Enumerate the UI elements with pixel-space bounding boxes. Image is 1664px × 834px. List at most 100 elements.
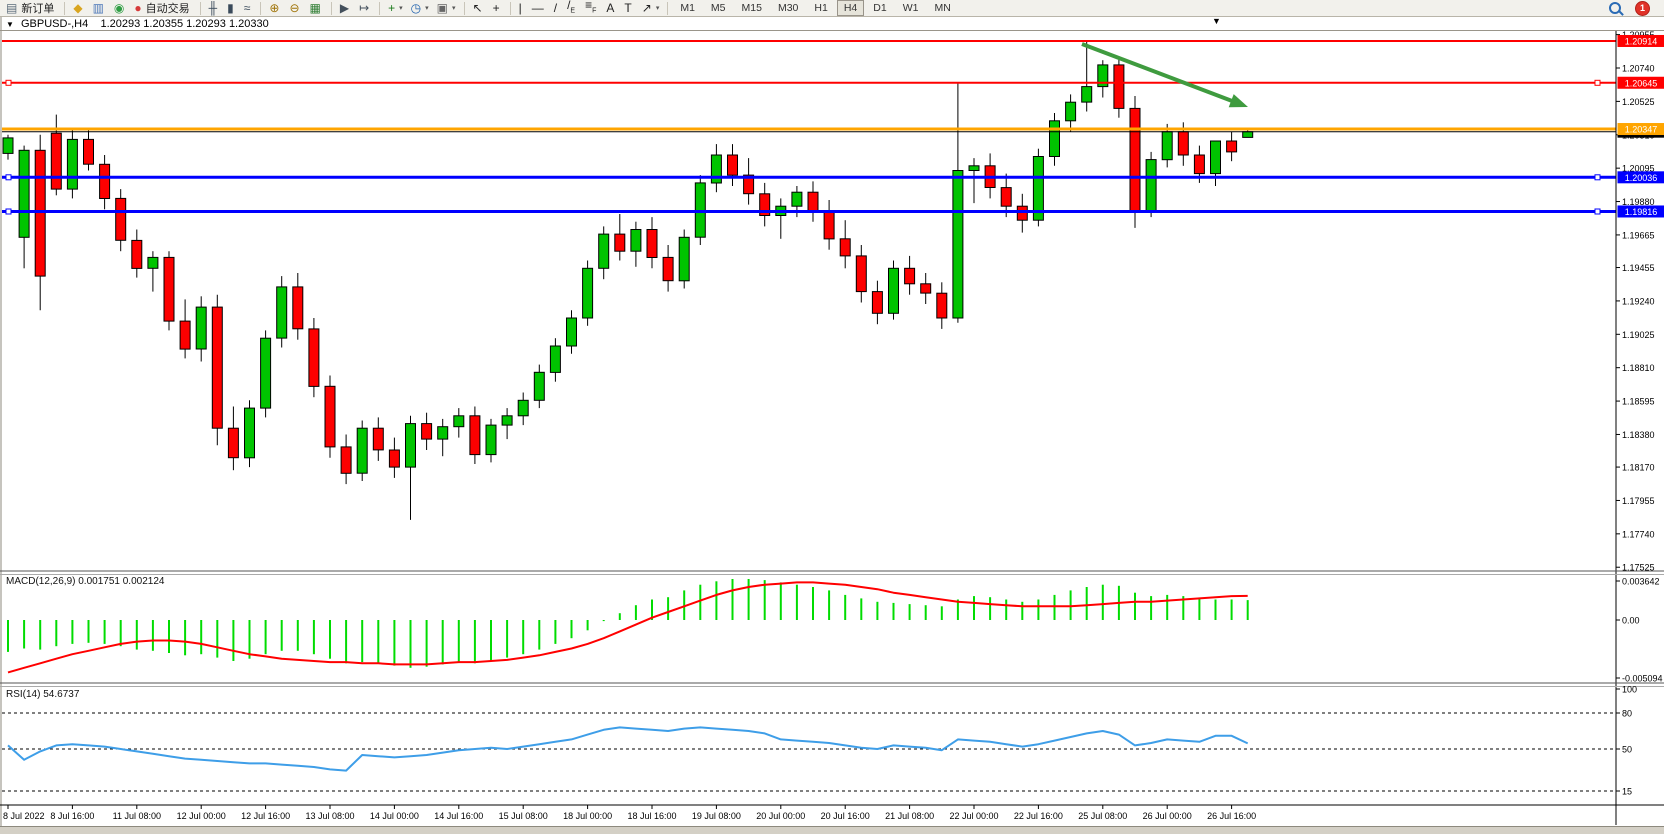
price-axis-tick: 1.18810 <box>1622 363 1655 373</box>
macd-axis-label: 0.00 <box>1622 616 1640 626</box>
toolbar-separator <box>667 2 668 15</box>
fibonacci-icon: ≡F <box>585 0 596 18</box>
line-chart-icon[interactable]: ≈ <box>240 0 257 17</box>
price-axis-tick: 1.20525 <box>1622 97 1655 107</box>
periods-icon[interactable]: ◷▾ <box>407 0 433 17</box>
zoom-out-icon[interactable]: ⊖ <box>285 0 305 17</box>
chart-shift-marker-icon[interactable]: ▼ <box>1212 16 1221 26</box>
vertical-line-icon: | <box>519 1 522 16</box>
price-axis-tick: 1.19665 <box>1622 230 1655 240</box>
timeframe-button-m30[interactable]: M30 <box>771 0 805 16</box>
line-handle[interactable] <box>6 175 11 180</box>
price-axis-tick: 1.18170 <box>1622 463 1655 473</box>
rsi-axis-label: 50 <box>1622 745 1632 755</box>
price-axis-tick: 1.19455 <box>1622 263 1655 273</box>
autotrading-button: ● <box>134 1 141 16</box>
indicators-icon[interactable]: +▾ <box>384 0 407 17</box>
candlestick-icon[interactable]: ▮ <box>223 0 240 17</box>
notification-badge[interactable]: 1 <box>1635 1 1650 16</box>
line-handle[interactable] <box>1595 175 1600 180</box>
chart-canvas[interactable]: 1.209551.207401.205251.203101.200951.198… <box>0 17 1664 833</box>
candle <box>1033 149 1043 227</box>
timeframe-button-w1[interactable]: W1 <box>896 0 926 16</box>
charts-window-icon[interactable]: ▥ <box>89 0 110 17</box>
tile-windows-icon[interactable]: ▦ <box>306 0 327 17</box>
horizontal-line-icon[interactable]: — <box>528 0 550 17</box>
candle <box>309 318 319 397</box>
time-axis-label: 12 Jul 00:00 <box>177 811 226 821</box>
toolbar-separator <box>464 2 465 15</box>
trendline-icon: / <box>554 1 557 16</box>
timeframe-button-mn[interactable]: MN <box>927 0 957 16</box>
time-axis-label: 18 Jul 00:00 <box>563 811 612 821</box>
indicators-icon-dropdown[interactable]: ▾ <box>399 4 403 12</box>
timeframe-button-h4[interactable]: H4 <box>837 0 864 16</box>
autotrading-button-label: 自动交易 <box>146 0 190 16</box>
chart-shift-icon[interactable]: ↦ <box>355 0 375 17</box>
fibonacci-icon[interactable]: ≡F <box>581 0 602 17</box>
timeframe-button-m1[interactable]: M1 <box>673 0 702 16</box>
time-axis-label: 13 Jul 08:00 <box>305 811 354 821</box>
new-order-button[interactable]: ▤新订单 <box>2 0 60 17</box>
timeframe-button-d1[interactable]: D1 <box>866 0 893 16</box>
crosshair-icon: + <box>493 1 500 16</box>
timeframe-button-m5[interactable]: M5 <box>704 0 733 16</box>
bar-chart-icon[interactable]: ╫ <box>205 0 224 17</box>
candle <box>261 330 271 417</box>
time-axis-label: 8 Jul 2022 <box>3 811 45 821</box>
line-handle[interactable] <box>1595 209 1600 214</box>
candle <box>1130 96 1140 228</box>
periods-icon-dropdown[interactable]: ▾ <box>425 4 429 12</box>
templates-icon[interactable]: ▣▾ <box>433 0 460 17</box>
time-axis-label: 8 Jul 16:00 <box>50 811 94 821</box>
rsi-axis-label: 15 <box>1622 787 1632 797</box>
shapes-icon[interactable]: ↗▾ <box>638 0 664 17</box>
time-axis-label: 18 Jul 16:00 <box>627 811 676 821</box>
vertical-line-icon[interactable]: | <box>515 0 528 17</box>
price-axis-tick: 1.19025 <box>1622 330 1655 340</box>
chart-dropdown-icon[interactable]: ▼ <box>6 20 14 29</box>
time-axis-label: 15 Jul 08:00 <box>499 811 548 821</box>
text-icon[interactable]: A <box>602 0 620 17</box>
channel-icon[interactable]: /E <box>563 0 581 17</box>
candle <box>1146 152 1156 217</box>
search-icon[interactable] <box>1609 2 1621 14</box>
label-icon: T <box>624 1 631 16</box>
rsi-axis-label: 80 <box>1622 709 1632 719</box>
bar-chart-icon: ╫ <box>209 1 218 16</box>
price-axis-tick: 1.18595 <box>1622 397 1655 407</box>
price-axis-tick: 1.18380 <box>1622 430 1655 440</box>
cursor-icon: ↖ <box>473 1 483 16</box>
price-axis-tick: 1.19240 <box>1622 296 1655 306</box>
horizontal-line-icon: — <box>532 1 544 16</box>
zoom-in-icon[interactable]: ⊕ <box>265 0 285 17</box>
line-handle[interactable] <box>6 80 11 85</box>
signals-icon[interactable]: ◉ <box>110 0 130 17</box>
trendline-icon[interactable]: / <box>550 0 563 17</box>
price-tag: 1.20036 <box>1618 171 1664 183</box>
toolbar-separator <box>260 2 261 15</box>
gem-icon[interactable]: ◆ <box>69 0 88 17</box>
timeframe-button-h1[interactable]: H1 <box>807 0 834 16</box>
autoscroll-icon[interactable]: ▶ <box>336 0 355 17</box>
zoom-in-icon: ⊕ <box>269 1 279 16</box>
line-handle[interactable] <box>6 209 11 214</box>
price-axis-tick: 1.20740 <box>1622 64 1655 74</box>
chart-symbol-period: GBPUSD-,H4 <box>21 18 88 30</box>
price-tag: 1.20347 <box>1618 123 1664 135</box>
label-icon[interactable]: T <box>620 0 637 17</box>
autotrading-button[interactable]: ● 自动交易 <box>130 0 195 17</box>
line-handle[interactable] <box>1595 80 1600 85</box>
charts-window-icon: ▥ <box>93 1 104 16</box>
templates-icon-dropdown[interactable]: ▾ <box>452 4 456 12</box>
line-chart-icon: ≈ <box>244 1 251 16</box>
time-axis-label: 14 Jul 00:00 <box>370 811 419 821</box>
time-axis-label: 14 Jul 16:00 <box>434 811 483 821</box>
cursor-icon[interactable]: ↖ <box>469 0 489 17</box>
timeframe-button-m15[interactable]: M15 <box>735 0 769 16</box>
shapes-icon-dropdown[interactable]: ▾ <box>656 4 660 12</box>
toolbar-separator <box>510 2 511 15</box>
crosshair-icon[interactable]: + <box>489 0 506 17</box>
svg-text:1.20347: 1.20347 <box>1625 125 1658 135</box>
